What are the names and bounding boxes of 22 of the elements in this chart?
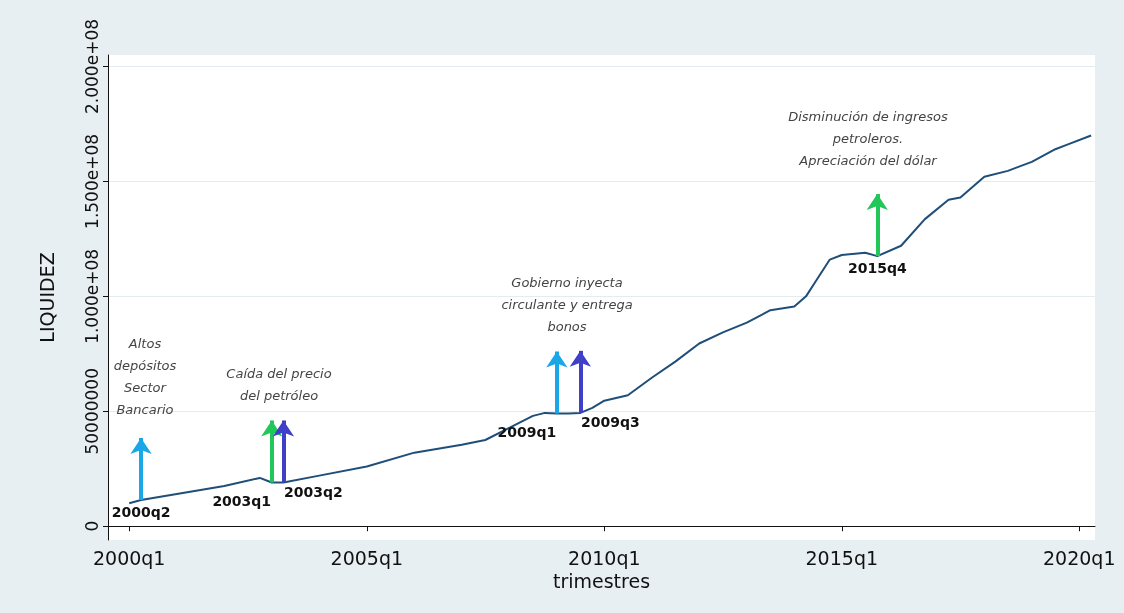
y-tick-label: 2.000e+08 bbox=[81, 18, 102, 114]
annotation: 2009q1 bbox=[497, 424, 557, 441]
annotation: 2003q1 bbox=[212, 493, 272, 510]
annotation: 2003q2 bbox=[284, 484, 343, 501]
y-tick-label: 1.000e+08 bbox=[81, 248, 102, 344]
annotation: 2015q4 bbox=[847, 259, 907, 276]
annotation: Gobierno inyecta circulante y entrega bonos bbox=[501, 274, 633, 334]
annotation: Caída del precio del petróleo bbox=[226, 365, 332, 403]
x-tick-label: 2020q1 bbox=[1043, 546, 1116, 569]
y-axis-title: LIQUIDEZ bbox=[35, 252, 58, 343]
annotation: Disminución de ingresos petroleros. Apreciación del dólar bbox=[788, 108, 949, 168]
x-tick-label: 2005q1 bbox=[330, 546, 404, 569]
x-tick-label: 2000q1 bbox=[92, 546, 166, 569]
y-tick-label: 0 bbox=[81, 520, 102, 532]
y-tick-label: 50000000 bbox=[81, 368, 102, 455]
annotation: Altos depósitos Sector Bancario bbox=[113, 335, 177, 417]
y-tick-label: 1.500e+08 bbox=[81, 133, 102, 229]
annotation: 2000q2 bbox=[111, 503, 171, 520]
annotation: 2009q3 bbox=[581, 414, 640, 431]
x-tick-label: 2010q1 bbox=[568, 546, 641, 569]
x-tick-label: 2015q1 bbox=[805, 546, 879, 569]
x-axis-title: trimestres bbox=[552, 570, 651, 593]
